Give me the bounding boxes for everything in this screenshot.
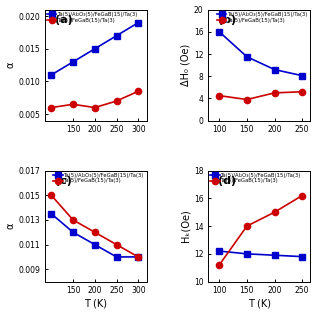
Ta(5)/Al₂O₃(5)/FeGaB(15)/Ta(3) bbox=[273, 253, 276, 257]
Ta(5)/Al₂O₃(5)/FeGaB(15)/Ta(3) bbox=[49, 73, 53, 77]
Ta(5)/FeGaB(15)/Ta(3) bbox=[71, 218, 75, 222]
Ta(5)/FeGaB(15)/Ta(3) bbox=[115, 243, 118, 246]
Ta(5)/Al₂O₃(5)/FeGaB(15)/Ta(3) bbox=[93, 47, 97, 51]
Ta(5)/Al₂O₃(5)/FeGaB(15)/Ta(3) bbox=[49, 212, 53, 216]
Ta(5)/Al₂O₃(5)/FeGaB(15)/Ta(3) bbox=[273, 68, 276, 71]
Y-axis label: Hₖ(Oe): Hₖ(Oe) bbox=[181, 210, 191, 243]
Ta(5)/FeGaB(15)/Ta(3) bbox=[93, 106, 97, 109]
Line: Ta(5)/FeGaB(15)/Ta(3): Ta(5)/FeGaB(15)/Ta(3) bbox=[216, 192, 305, 268]
Ta(5)/Al₂O₃(5)/FeGaB(15)/Ta(3) bbox=[71, 230, 75, 234]
Line: Ta(5)/Al₂O₃(5)/FeGaB(15)/Ta(3): Ta(5)/Al₂O₃(5)/FeGaB(15)/Ta(3) bbox=[216, 248, 305, 260]
Text: (c): (c) bbox=[55, 176, 72, 186]
Ta(5)/FeGaB(15)/Ta(3) bbox=[300, 194, 304, 197]
Ta(5)/FeGaB(15)/Ta(3) bbox=[217, 263, 221, 267]
Ta(5)/Al₂O₃(5)/FeGaB(15)/Ta(3) bbox=[136, 21, 140, 25]
Ta(5)/FeGaB(15)/Ta(3) bbox=[71, 102, 75, 106]
Line: Ta(5)/FeGaB(15)/Ta(3): Ta(5)/FeGaB(15)/Ta(3) bbox=[48, 192, 141, 260]
Ta(5)/Al₂O₃(5)/FeGaB(15)/Ta(3) bbox=[217, 30, 221, 34]
Line: Ta(5)/FeGaB(15)/Ta(3): Ta(5)/FeGaB(15)/Ta(3) bbox=[216, 89, 305, 103]
Line: Ta(5)/Al₂O₃(5)/FeGaB(15)/Ta(3): Ta(5)/Al₂O₃(5)/FeGaB(15)/Ta(3) bbox=[48, 211, 141, 260]
Ta(5)/FeGaB(15)/Ta(3) bbox=[115, 99, 118, 103]
Ta(5)/FeGaB(15)/Ta(3) bbox=[217, 94, 221, 98]
Ta(5)/Al₂O₃(5)/FeGaB(15)/Ta(3) bbox=[136, 255, 140, 259]
Ta(5)/Al₂O₃(5)/FeGaB(15)/Ta(3) bbox=[245, 252, 249, 256]
Line: Ta(5)/Al₂O₃(5)/FeGaB(15)/Ta(3): Ta(5)/Al₂O₃(5)/FeGaB(15)/Ta(3) bbox=[48, 20, 141, 78]
Ta(5)/Al₂O₃(5)/FeGaB(15)/Ta(3) bbox=[245, 55, 249, 59]
Ta(5)/Al₂O₃(5)/FeGaB(15)/Ta(3) bbox=[115, 34, 118, 38]
Legend: Ta(5)/Al₂O₃(5)/FeGaB(15)/Ta(3), Ta(5)/FeGaB(15)/Ta(3): Ta(5)/Al₂O₃(5)/FeGaB(15)/Ta(3), Ta(5)/Fe… bbox=[210, 172, 302, 184]
Legend: Ta(5)/Al₂O₃(5)/FeGaB(15)/Ta(3), Ta(5)/FeGaB(15)/Ta(3): Ta(5)/Al₂O₃(5)/FeGaB(15)/Ta(3), Ta(5)/Fe… bbox=[53, 172, 145, 184]
Text: (a): (a) bbox=[55, 15, 73, 25]
Ta(5)/FeGaB(15)/Ta(3) bbox=[273, 91, 276, 95]
Legend: Ta(5)/Al₂O₃(5)/FeGaB(15)/Ta(3), Ta(5)/FeGaB(15)/Ta(3): Ta(5)/Al₂O₃(5)/FeGaB(15)/Ta(3), Ta(5)/Fe… bbox=[216, 11, 309, 23]
Ta(5)/FeGaB(15)/Ta(3) bbox=[245, 98, 249, 101]
Ta(5)/Al₂O₃(5)/FeGaB(15)/Ta(3) bbox=[93, 243, 97, 246]
Ta(5)/FeGaB(15)/Ta(3) bbox=[300, 90, 304, 94]
Y-axis label: α: α bbox=[5, 223, 15, 229]
Text: (d): (d) bbox=[219, 176, 236, 186]
Y-axis label: α: α bbox=[5, 62, 15, 68]
Ta(5)/Al₂O₃(5)/FeGaB(15)/Ta(3) bbox=[300, 74, 304, 77]
X-axis label: T (K): T (K) bbox=[84, 298, 108, 308]
Legend: Ta(5)/Al₂O₃(5)/FeGaB(15)/Ta(3), Ta(5)/FeGaB(15)/Ta(3): Ta(5)/Al₂O₃(5)/FeGaB(15)/Ta(3), Ta(5)/Fe… bbox=[46, 11, 139, 23]
Y-axis label: ΔH₀ (Oe): ΔH₀ (Oe) bbox=[181, 44, 191, 86]
Ta(5)/FeGaB(15)/Ta(3) bbox=[49, 193, 53, 197]
Ta(5)/FeGaB(15)/Ta(3) bbox=[273, 210, 276, 214]
Ta(5)/FeGaB(15)/Ta(3) bbox=[93, 230, 97, 234]
Ta(5)/FeGaB(15)/Ta(3) bbox=[136, 89, 140, 93]
Line: Ta(5)/FeGaB(15)/Ta(3): Ta(5)/FeGaB(15)/Ta(3) bbox=[48, 88, 141, 111]
X-axis label: T (K): T (K) bbox=[248, 298, 271, 308]
Line: Ta(5)/Al₂O₃(5)/FeGaB(15)/Ta(3): Ta(5)/Al₂O₃(5)/FeGaB(15)/Ta(3) bbox=[216, 29, 305, 79]
Ta(5)/FeGaB(15)/Ta(3) bbox=[245, 224, 249, 228]
Ta(5)/Al₂O₃(5)/FeGaB(15)/Ta(3) bbox=[217, 249, 221, 253]
Text: (b): (b) bbox=[219, 15, 236, 25]
Ta(5)/Al₂O₃(5)/FeGaB(15)/Ta(3) bbox=[71, 60, 75, 64]
Ta(5)/Al₂O₃(5)/FeGaB(15)/Ta(3) bbox=[300, 255, 304, 259]
Ta(5)/FeGaB(15)/Ta(3) bbox=[49, 106, 53, 109]
Ta(5)/Al₂O₃(5)/FeGaB(15)/Ta(3) bbox=[115, 255, 118, 259]
Ta(5)/FeGaB(15)/Ta(3) bbox=[136, 255, 140, 259]
